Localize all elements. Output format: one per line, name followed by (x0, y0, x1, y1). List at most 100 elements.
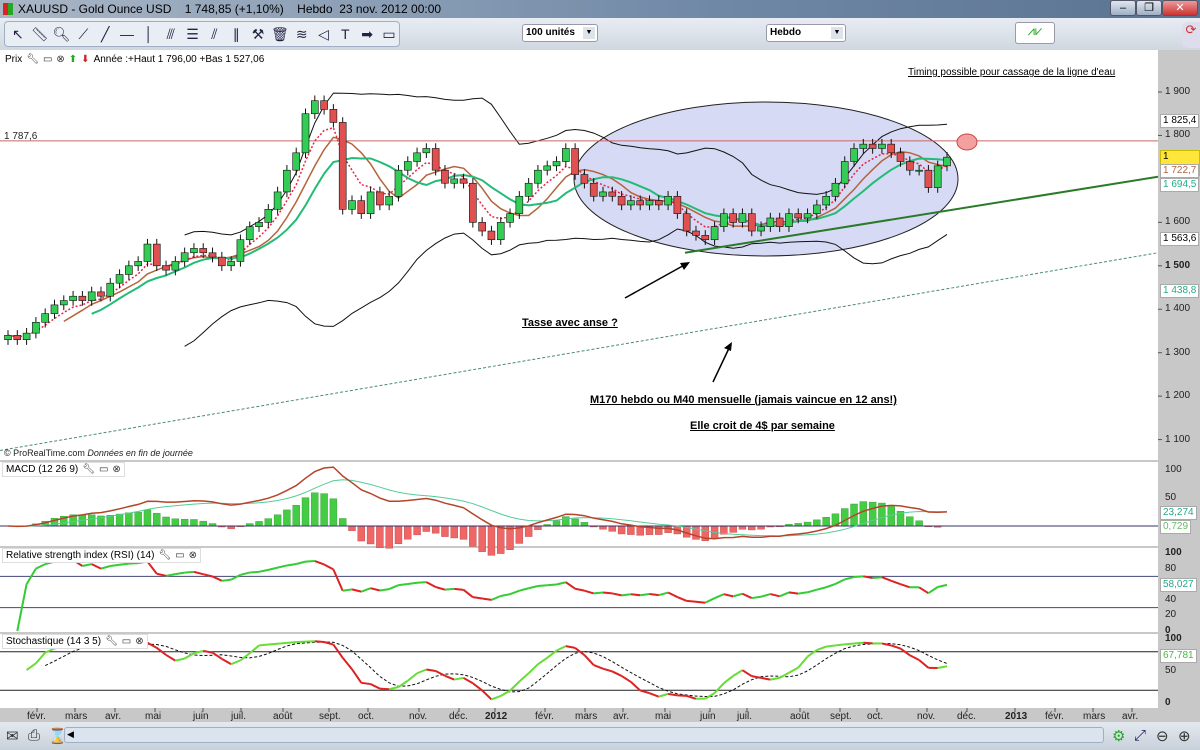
rectangle-icon[interactable]: ▭ (382, 26, 396, 42)
window-icon[interactable]: ▭ (98, 464, 109, 475)
wrench-icon[interactable]: 🔧︎ (158, 550, 172, 561)
arrow-up-icon[interactable]: ⬆ (68, 54, 78, 65)
trash-icon[interactable]: 🗑︎ (270, 26, 289, 42)
text-icon[interactable]: T (341, 26, 350, 42)
close-button[interactable]: ✕ (1162, 0, 1198, 16)
fibonacci-retracement-icon[interactable]: ☰ (186, 26, 199, 42)
rsi-segment (881, 576, 892, 582)
rsi-tick-label: 100 (1165, 547, 1182, 558)
x-tick-label: févr. (27, 711, 46, 722)
print-icon[interactable]: ⎙ (28, 727, 41, 744)
wrench-icon[interactable]: 🔧︎ (82, 464, 95, 475)
wrench-icon[interactable]: 🔧︎ (105, 636, 118, 647)
candle (4, 335, 12, 340)
rsi-segment (491, 595, 502, 601)
price-tick-label: 1 800 (1165, 129, 1191, 141)
units-select[interactable]: 100 unités ▼ (522, 24, 598, 42)
x-tick-label: juin (700, 711, 716, 722)
vertical-line-icon[interactable]: │ (144, 26, 154, 42)
macd-histogram-bar (459, 525, 468, 540)
macd-histogram-bar (134, 511, 142, 527)
candle (115, 274, 124, 284)
macd-histogram-bar (143, 509, 152, 527)
window-icon[interactable]: ▭ (175, 550, 185, 561)
close-icon[interactable]: ⊗ (56, 54, 65, 65)
zoom-icon[interactable]: 🔍︎ (52, 26, 71, 42)
macd-histogram-bar (580, 522, 589, 527)
restore-button[interactable]: ❐ (1136, 0, 1162, 16)
candle (69, 295, 77, 301)
tools-icon[interactable]: ⚒ (251, 26, 265, 42)
pointer-icon[interactable]: ↖ (12, 26, 24, 42)
rsi-segment (500, 593, 511, 597)
close-icon[interactable]: ⊗ (188, 550, 197, 561)
chart-area[interactable]: Prix 🔧︎ ▭ ⊗ ⬆ ⬇ Année :+Haut 1 796,00 +Bas 1… (0, 50, 1200, 722)
rsi-segment (770, 593, 780, 598)
horizontal-line-icon[interactable]: — (120, 26, 135, 42)
stoch-k-segment (556, 645, 567, 652)
support-resistance-icon[interactable]: ≋ (295, 26, 308, 42)
candle (162, 265, 170, 271)
stoch-k-segment (146, 641, 158, 649)
close-icon[interactable]: ⊗ (112, 464, 121, 475)
stoch-k-segment (472, 682, 483, 692)
rsi-segment (240, 571, 250, 576)
candle (245, 226, 254, 241)
zoom-out-icon[interactable]: ⊖ (1156, 728, 1169, 745)
macd-histogram-bar (125, 512, 133, 527)
rsi-segment (82, 563, 92, 567)
triangle-icon[interactable]: ◁ (318, 26, 329, 42)
fibonacci-fan-icon[interactable]: ⫻ (166, 26, 175, 42)
chart-settings-icon[interactable]: ⚙ (1112, 728, 1126, 745)
indicators-icon[interactable]: ⩘⩗ (1015, 22, 1055, 44)
channel-icon[interactable]: ⫽ (211, 26, 218, 42)
rsi-segment (509, 589, 520, 596)
mail-icon[interactable]: ✉ (6, 728, 19, 745)
macd-histogram-bar (608, 525, 617, 532)
line-icon[interactable]: ╱ (101, 26, 110, 42)
rsi-segment (370, 587, 381, 592)
arrow-down-icon[interactable]: ⬇ (81, 54, 90, 65)
arrow-icon[interactable]: ➡ (361, 26, 374, 42)
stoch-tick-label: 50 (1165, 665, 1177, 676)
chart-svg[interactable] (0, 50, 1200, 722)
macd-histogram-bar (422, 525, 431, 532)
zoom-in-icon[interactable]: ⊕ (1178, 728, 1191, 745)
macd-histogram-bar (394, 525, 403, 545)
stoch-k-segment (518, 672, 530, 683)
close-icon[interactable]: ⊗ (135, 636, 144, 647)
candle (97, 291, 105, 297)
parallel-icon[interactable]: ∥ (232, 26, 240, 42)
price-label: Prix (5, 54, 23, 65)
candle (199, 248, 208, 254)
candle (627, 200, 635, 206)
rsi-segment (165, 573, 176, 577)
window-icon[interactable]: ▭ (42, 54, 53, 65)
macd-histogram-bar (190, 519, 198, 527)
rsi-segment (918, 586, 929, 595)
window-icon[interactable]: ▭ (121, 636, 132, 647)
timeframe-select[interactable]: Hebdo ▼ (766, 24, 846, 42)
stoch-tick-label: 0 (1165, 697, 1171, 708)
horizontal-scrollbar[interactable]: ◀ (64, 727, 1104, 743)
rsi-segment (175, 571, 185, 576)
stoch-k-segment (491, 695, 502, 701)
scroll-left-icon[interactable]: ◀ (67, 729, 74, 739)
wrench-icon[interactable]: 🔧︎ (26, 54, 39, 65)
rsi-segment (35, 563, 46, 570)
stoch-k-segment (593, 664, 604, 670)
macd-histogram-bar (562, 516, 570, 527)
segment-icon[interactable]: ⟋ (78, 26, 89, 42)
candle (422, 148, 431, 154)
macd-histogram-bar (450, 525, 458, 539)
macd-histogram-bar (283, 509, 291, 527)
stoch-k-segment (704, 692, 716, 700)
minimize-button[interactable]: – (1110, 0, 1136, 16)
x-tick-label: sept. (319, 711, 341, 722)
auto-zoom-icon[interactable]: ⤢ (1134, 727, 1147, 744)
ruler-icon[interactable]: 📏︎ (30, 26, 49, 42)
disconnect-icon[interactable]: ⌛ (48, 728, 67, 745)
rsi-segment (834, 578, 846, 585)
stoch-k-segment (611, 670, 623, 677)
refresh-icon[interactable]: ⟳ (1182, 22, 1200, 48)
